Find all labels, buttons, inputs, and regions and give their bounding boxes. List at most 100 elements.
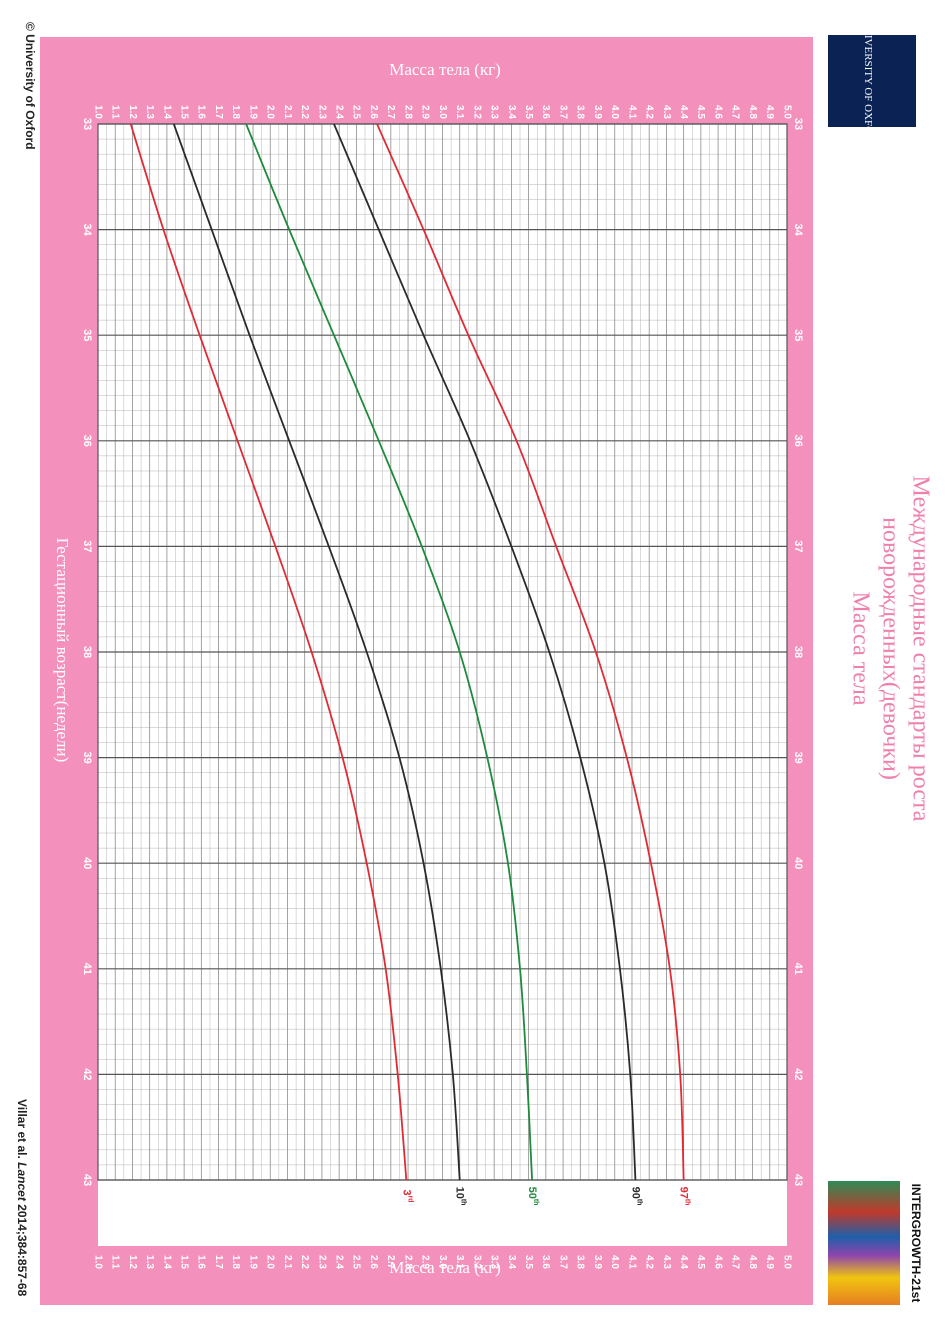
weight-tick-label-bottom: 2.8 [402, 1255, 413, 1269]
weight-tick-label-bottom: 4.6 [712, 1255, 723, 1269]
weight-tick-label-bottom: 3.3 [489, 1255, 500, 1269]
weight-tick-label-top: 3.7 [557, 105, 568, 119]
age-tick-label-right: 36 [792, 435, 804, 447]
weight-tick-label-bottom: 3.7 [557, 1255, 568, 1269]
series-line-3rd [129, 123, 408, 1181]
weight-tick-label-bottom: 3.1 [454, 1255, 465, 1269]
series-label-main: 3 [400, 1189, 412, 1195]
weight-tick-label-bottom: 2.2 [299, 1255, 310, 1269]
weight-tick-label-bottom: 1.4 [161, 1255, 172, 1269]
weight-tick-label-top: 3.5 [523, 105, 534, 119]
age-tick-label-left: 41 [81, 963, 93, 975]
weight-tick-label-top: 4.4 [678, 105, 689, 119]
weight-tick-label-bottom: 3.4 [506, 1255, 517, 1269]
age-tick-label-left: 38 [81, 646, 93, 658]
weight-tick-label-bottom: 2.7 [385, 1255, 396, 1269]
weight-tick-label-bottom: 4.1 [626, 1255, 637, 1269]
age-tick-label-left: 36 [81, 435, 93, 447]
weight-tick-label-top: 2.0 [265, 105, 276, 119]
series-label-suffix: th [460, 1199, 467, 1206]
weight-tick-label-top: 1.1 [110, 105, 121, 119]
weight-tick-label-bottom: 3.9 [592, 1255, 603, 1269]
weight-tick-label-top: 1.7 [213, 105, 224, 119]
series-label-suffix: th [684, 1199, 691, 1206]
weight-tick-label-bottom: 2.5 [351, 1255, 362, 1269]
series-label-suffix: th [532, 1199, 539, 1206]
series-line-10th [172, 123, 461, 1181]
weight-tick-label-top: 4.8 [747, 105, 758, 119]
citation-journal: Lancet [15, 1162, 29, 1201]
series-end-label-97th: 97th [678, 1187, 691, 1206]
series-label-suffix: rd [406, 1196, 413, 1203]
weight-tick-label-top: 4.2 [644, 105, 655, 119]
age-tick-label-left: 35 [81, 329, 93, 341]
weight-tick-label-bottom: 4.4 [678, 1255, 689, 1269]
series-label-main: 50 [526, 1187, 538, 1199]
weight-tick-label-top: 1.0 [92, 105, 103, 119]
weight-tick-label-top: 3.0 [437, 105, 448, 119]
age-tick-label-right: 42 [792, 1068, 804, 1080]
weight-tick-label-top: 2.5 [351, 105, 362, 119]
weight-tick-label-top: 3.3 [489, 105, 500, 119]
weight-tick-label-top: 2.2 [299, 105, 310, 119]
series-label-main: 10 [454, 1187, 466, 1199]
age-tick-label-left: 33 [81, 118, 93, 130]
age-tick-label-left: 43 [81, 1174, 93, 1186]
citation-text: Villar et al. Lancet 2014;384:857-68 [15, 1099, 29, 1299]
weight-tick-label-bottom: 1.3 [144, 1255, 155, 1269]
age-tick-label-right: 37 [792, 540, 804, 552]
weight-tick-label-top: 5.0 [781, 105, 792, 119]
weight-tick-label-top: 2.4 [334, 105, 345, 119]
bottom-axis-title: Масса тела (кг) [389, 1258, 501, 1277]
age-tick-label-right: 43 [792, 1174, 804, 1186]
weight-tick-label-bottom: 3.6 [540, 1255, 551, 1269]
weight-tick-label-top: 1.8 [230, 105, 241, 119]
age-tick-label-right: 39 [792, 751, 804, 763]
weight-tick-label-top: 2.8 [402, 105, 413, 119]
weight-tick-label-bottom: 4.2 [644, 1255, 655, 1269]
right-label-area [98, 1180, 787, 1246]
age-tick-label-right: 41 [792, 963, 804, 975]
weight-tick-label-bottom: 2.4 [334, 1255, 345, 1269]
weight-tick-label-top: 2.9 [420, 105, 431, 119]
top-axis-title: Масса тела (кг) [389, 60, 501, 79]
series-label-suffix: th [636, 1199, 643, 1206]
weight-tick-label-top: 4.1 [626, 105, 637, 119]
series-label-main: 97 [678, 1187, 690, 1199]
weight-tick-label-bottom: 3.2 [471, 1255, 482, 1269]
weight-tick-label-bottom: 3.8 [575, 1255, 586, 1269]
weight-tick-label-top: 1.5 [178, 105, 189, 119]
weight-tick-label-top: 3.2 [471, 105, 482, 119]
weight-tick-label-bottom: 4.8 [747, 1255, 758, 1269]
x-axis-title: Гестационный возраст(недели) [53, 537, 72, 763]
grid-major [97, 123, 788, 1181]
age-tick-label-right: 33 [792, 118, 804, 130]
weight-tick-label-top: 4.7 [730, 105, 741, 119]
weight-tick-label-bottom: 4.7 [730, 1255, 741, 1269]
oxford-logo-text: UNIVERSITY OF OXFORD [862, 19, 874, 150]
age-tick-label-left: 40 [81, 857, 93, 869]
weight-tick-label-top: 2.1 [282, 105, 293, 119]
oxford-logo: UNIVERSITY OF OXFORD [828, 19, 916, 149]
weight-tick-label-bottom: 1.1 [110, 1255, 121, 1269]
weight-tick-label-top: 2.7 [385, 105, 396, 119]
intergrowth-logo-image [828, 1181, 900, 1305]
age-tick-label-left: 34 [81, 223, 93, 236]
page-title-line1: Международные стандарты роста [907, 475, 934, 822]
weight-tick-label-bottom: 1.6 [196, 1255, 207, 1269]
weight-tick-label-bottom: 1.0 [92, 1255, 103, 1269]
weight-tick-label-bottom: 2.3 [316, 1255, 327, 1269]
weight-tick-label-top: 3.9 [592, 105, 603, 119]
weight-tick-label-bottom: 2.1 [282, 1255, 293, 1269]
weight-tick-label-bottom: 3.5 [523, 1255, 534, 1269]
weight-tick-label-bottom: 2.6 [368, 1255, 379, 1269]
age-tick-label-right: 40 [792, 857, 804, 869]
tick-labels: 1.0 1.0 1.1 1.1 1.2 1.2 1.3 1.3 1.4 1.4 1.5 1.5 1.6 1… [81, 105, 804, 1269]
weight-tick-label-bottom: 3.0 [437, 1255, 448, 1269]
weight-tick-label-top: 4.5 [695, 105, 706, 119]
series-line-90th [333, 123, 637, 1181]
weight-tick-label-bottom: 1.9 [247, 1255, 258, 1269]
